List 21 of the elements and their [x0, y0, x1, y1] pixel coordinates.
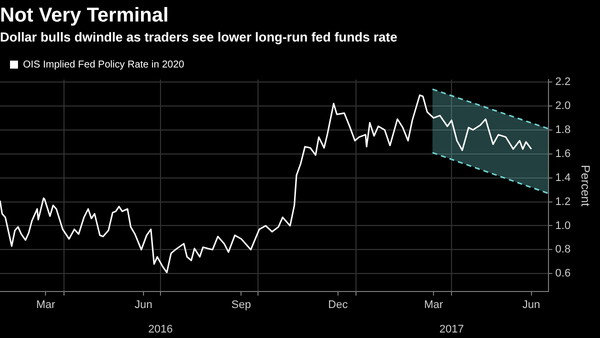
y-tick-label: 1.0 — [555, 220, 571, 232]
chart-subtitle: Dollar bulls dwindle as traders see lower long-run fed funds rate — [0, 29, 398, 44]
y-tick-label: 0.6 — [555, 268, 571, 280]
x2-tick-label: 2016 — [148, 323, 173, 336]
x2-tick-label: 2017 — [439, 323, 464, 336]
x-tick-label: Jun — [134, 299, 152, 312]
x-tick-label: Dec — [328, 299, 348, 312]
y-tick-label: 1.8 — [555, 124, 571, 136]
legend-label: OIS Implied Fed Policy Rate in 2020 — [23, 59, 185, 70]
x-tick-label: Jun — [522, 299, 540, 312]
y-tick-label: 1.4 — [555, 172, 571, 184]
y-tick-label: 2.0 — [555, 100, 571, 112]
y-tick-label: 2.2 — [555, 76, 571, 88]
y-tick-label: 0.8 — [555, 244, 571, 256]
y-tick-label: 1.6 — [555, 148, 571, 160]
x-tick-label: Mar — [424, 299, 444, 312]
y-tick-label: 1.2 — [555, 196, 571, 208]
chart-title: Not Very Terminal — [0, 4, 169, 27]
x-tick-label: Sep — [231, 299, 251, 312]
y-axis-title: Percent — [578, 164, 592, 207]
x-tick-label: Mar — [36, 299, 56, 312]
